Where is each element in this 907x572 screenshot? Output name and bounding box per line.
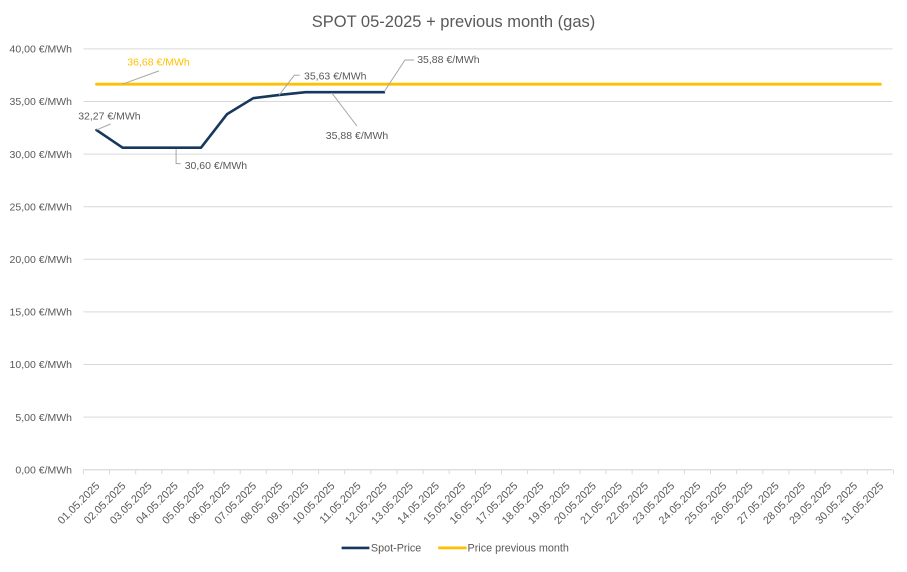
svg-text:30,00 €/MWh: 30,00 €/MWh — [10, 149, 73, 161]
svg-text:32,27 €/MWh: 32,27 €/MWh — [78, 110, 141, 122]
svg-text:36,68 €/MWh: 36,68 €/MWh — [127, 57, 190, 69]
svg-text:35,88 €/MWh: 35,88 €/MWh — [417, 54, 480, 66]
svg-text:SPOT 05-2025 + previous month: SPOT 05-2025 + previous month (gas) — [312, 13, 596, 31]
svg-text:Price previous month: Price previous month — [468, 542, 569, 554]
svg-text:Spot-Price: Spot-Price — [371, 542, 421, 554]
svg-text:35,88 €/MWh: 35,88 €/MWh — [326, 130, 389, 142]
svg-text:35,00 €/MWh: 35,00 €/MWh — [10, 96, 73, 108]
svg-text:40,00 €/MWh: 40,00 €/MWh — [10, 44, 73, 56]
svg-text:5,00 €/MWh: 5,00 €/MWh — [15, 412, 72, 424]
svg-text:20,00 €/MWh: 20,00 €/MWh — [10, 254, 73, 266]
svg-text:25,00 €/MWh: 25,00 €/MWh — [10, 201, 73, 213]
svg-text:0,00 €/MWh: 0,00 €/MWh — [15, 464, 72, 476]
svg-text:15,00 €/MWh: 15,00 €/MWh — [10, 307, 73, 319]
svg-text:30,60 €/MWh: 30,60 €/MWh — [185, 160, 248, 172]
svg-text:10,00 €/MWh: 10,00 €/MWh — [10, 359, 73, 371]
svg-text:35,63 €/MWh: 35,63 €/MWh — [304, 71, 367, 83]
